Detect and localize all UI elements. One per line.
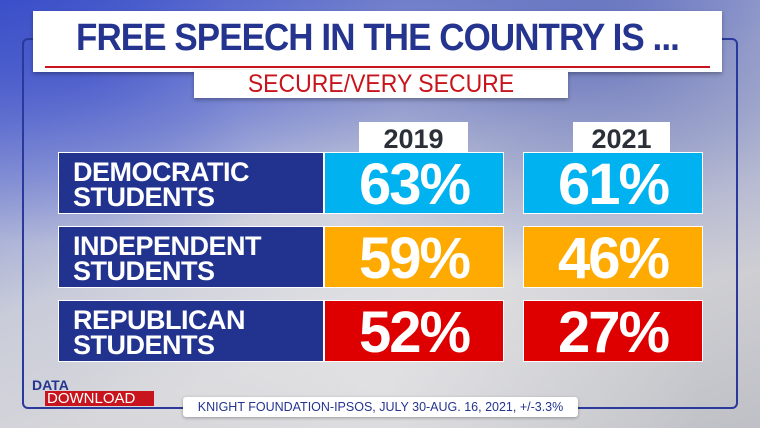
value-2021: 46% (523, 226, 703, 291)
page-title: FREE SPEECH IN THE COUNTRY IS ... (76, 17, 680, 59)
year-header-2021: 2021 (573, 122, 670, 154)
row-label-line1: REPUBLICAN (73, 305, 246, 335)
year-header-2019: 2019 (359, 122, 468, 154)
value-2021: 61% (523, 152, 703, 217)
value-2019: 59% (324, 226, 504, 291)
value-2019: 52% (324, 300, 504, 365)
row-label: REPUBLICAN STUDENTS (58, 300, 324, 362)
row-label-line1: DEMOCRATIC (73, 157, 249, 187)
row-label-line2: STUDENTS (73, 182, 215, 212)
subtitle: SECURE/VERY SECURE (247, 70, 515, 98)
row-label-line1: INDEPENDENT (73, 231, 262, 261)
source-caption: KNIGHT FOUNDATION-IPSOS, JULY 30-AUG. 16… (183, 397, 578, 417)
row-label-line2: STUDENTS (73, 330, 215, 360)
row-label: DEMOCRATIC STUDENTS (58, 152, 324, 214)
value-2019: 63% (324, 152, 504, 217)
value-2021: 27% (523, 300, 703, 365)
brand-download: DOWNLOAD (45, 391, 154, 406)
subtitle-box: SECURE/VERY SECURE (194, 70, 568, 98)
title-box: FREE SPEECH IN THE COUNTRY IS ... (33, 11, 722, 72)
title-divider (45, 66, 710, 68)
row-label: INDEPENDENT STUDENTS (58, 226, 324, 288)
row-label-line2: STUDENTS (73, 256, 215, 286)
brand-data: DATA_ (32, 377, 77, 393)
